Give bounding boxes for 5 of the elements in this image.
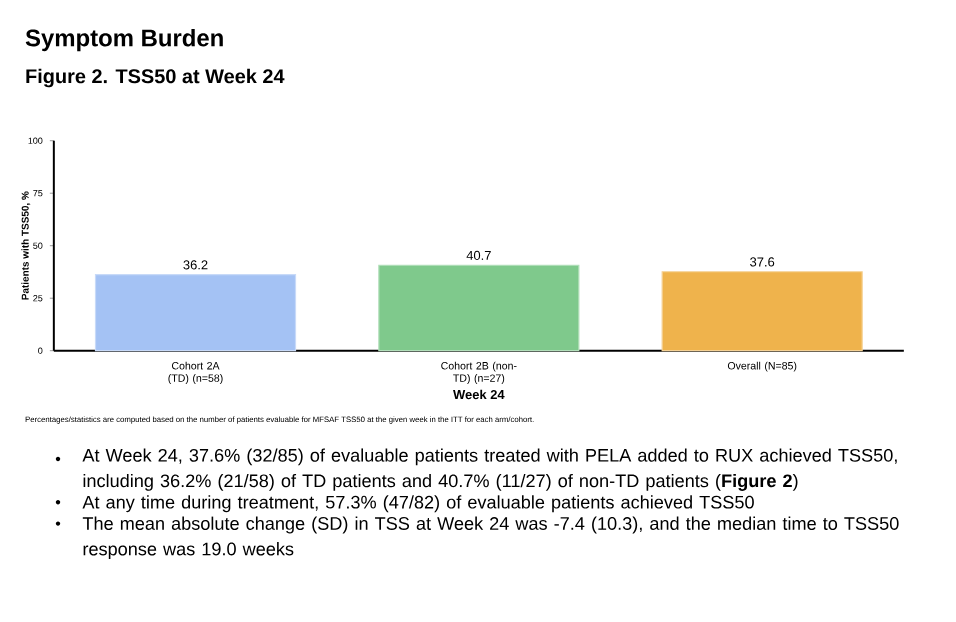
text: The mean absolute change (SD) in TSS at Week 24 was -7.4 (10.3), and the median time to TSS50 response was 19.0 weeks — [82, 516, 899, 559]
text: At Week 24, 37.6% (32/85) of evaluable patients treated with PELA added to RUX achieved TSS50, including 36.2% (21/58) of TD patients and 40.7% (11/27) of non-TD patients (Figure 2) — [82, 448, 897, 491]
chart-title: Symptom Burden — [25, 28, 223, 52]
text: At any time during treatment, 57.3% (47/82) of evaluable patients achieved TSS50 — [82, 495, 754, 513]
chart-subtitle: Figure 2. TSS50 at Week 24 — [26, 68, 285, 88]
